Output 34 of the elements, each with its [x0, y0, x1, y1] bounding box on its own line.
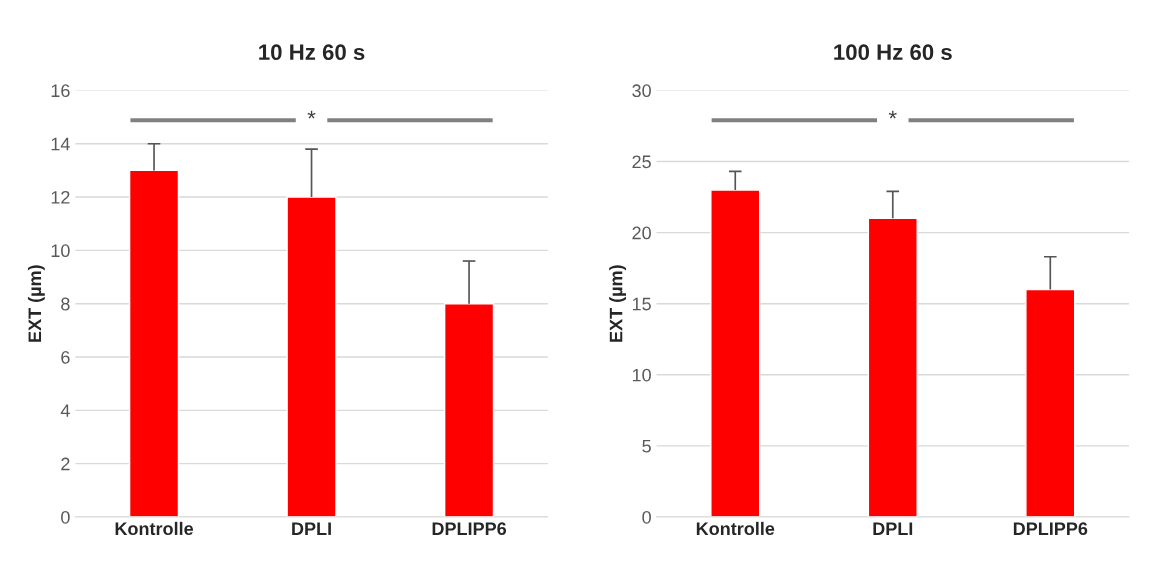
y-tick-label: 4 — [60, 404, 70, 417]
y-tick-label: 0 — [61, 510, 70, 524]
bar — [867, 217, 918, 517]
y-tick-label: 10 — [51, 244, 70, 258]
chart-title: 100 Hz 60 s — [834, 44, 952, 61]
bar — [286, 196, 337, 517]
y-tick-label: 16 — [51, 84, 70, 98]
y-tick-label: 12 — [51, 190, 70, 204]
y-tick-label: 25 — [632, 155, 651, 169]
bar — [710, 189, 761, 517]
y-axis-title: EXT (µm) — [27, 265, 45, 342]
bar — [443, 302, 495, 517]
y-tick-label: 2 — [61, 457, 70, 471]
chart-title: 10 Hz 60 s — [259, 44, 365, 61]
x-tick-label: Kontrolle — [115, 521, 194, 536]
y-tick-label: 20 — [632, 226, 651, 240]
y-tick-label: 8 — [61, 297, 70, 311]
y-tick-label: 5 — [642, 440, 651, 453]
y-tick-label: 10 — [632, 368, 651, 382]
y-tick-label: 0 — [642, 510, 651, 524]
bar — [1025, 288, 1076, 517]
y-tick-label: 14 — [51, 137, 70, 151]
x-tick-label: DPLIPP6 — [432, 522, 507, 536]
annotation: * — [888, 110, 897, 119]
x-tick-label: DPLI — [873, 522, 913, 535]
x-tick-label: DPLIPP6 — [1013, 522, 1088, 536]
x-tick-label: Kontrolle — [696, 521, 775, 536]
bar — [128, 169, 180, 517]
annotation: * — [307, 110, 316, 119]
y-tick-label: 30 — [632, 84, 651, 98]
y-tick-label: 15 — [632, 297, 651, 311]
y-axis-title: EXT (µm) — [609, 265, 627, 342]
y-tick-label: 6 — [61, 350, 70, 364]
x-tick-label: DPLI — [292, 522, 331, 535]
